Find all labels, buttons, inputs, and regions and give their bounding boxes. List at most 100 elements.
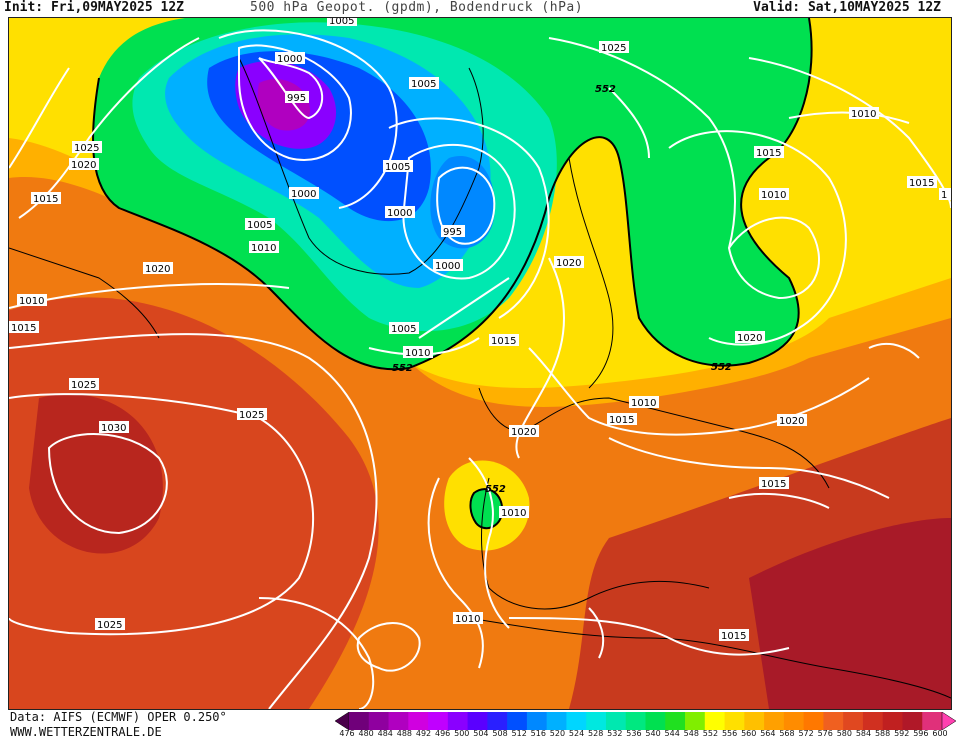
legend-swatch (764, 712, 785, 730)
isobar-label: 1025 (601, 43, 626, 54)
legend-tick-label: 556 (721, 729, 738, 738)
isobar-label: 1000 (387, 208, 412, 219)
isobar-label: 1015 (33, 194, 58, 205)
isobar-label: 1010 (631, 398, 656, 409)
legend-swatch (428, 712, 449, 730)
isobar-label: 1010 (851, 109, 876, 120)
isobar-label-edge: 1 (941, 190, 947, 201)
legend-swatch (843, 712, 864, 730)
legend-arrow-low (335, 712, 350, 730)
isobar-label: 1005 (385, 162, 410, 173)
isobar-label: 1005 (411, 79, 436, 90)
init-time: Init: Fri,09MAY2025 12Z (4, 0, 185, 15)
legend-swatch (922, 712, 943, 730)
isobar-label: 995 (287, 93, 306, 104)
isobar-label: 1015 (491, 336, 516, 347)
legend-swatch (645, 712, 666, 730)
legend-tick-label: 524 (568, 729, 585, 738)
legend-arrow-high (941, 712, 956, 730)
isobar-label: 1000 (277, 54, 302, 65)
legend-swatch (862, 712, 884, 730)
legend-tick-label: 480 (358, 729, 374, 738)
isobar-label: 1025 (97, 620, 122, 631)
legend-tick-label: 568 (779, 729, 795, 738)
legend-tick-label: 584 (855, 729, 872, 738)
isobar-label: 1010 (455, 614, 480, 625)
legend-tick-label: 540 (645, 729, 661, 738)
chart-title: 500 hPa Geopot. (gpdm), Bodendruck (hPa) (250, 0, 584, 15)
legend-tick-label: 520 (549, 729, 566, 738)
contour-552 (92, 18, 813, 371)
isobar-label: 1015 (11, 323, 36, 334)
legend-tick-label: 576 (817, 729, 833, 738)
legend-tick-label: 560 (741, 729, 757, 738)
isobar-label: 1020 (71, 160, 96, 171)
legend-swatch (823, 712, 844, 730)
legend-swatch (665, 712, 686, 730)
legend-swatch (882, 712, 903, 730)
pressure-labels: 1005 1000 995 1005 1025 1010 1015 1015 1… (9, 18, 951, 642)
legend-tick-label: 536 (626, 729, 642, 738)
isobar-label: 1020 (556, 258, 581, 269)
legend-tick-label: 596 (913, 729, 929, 738)
isobar-label: 1030 (101, 423, 126, 434)
isobar-label: 1005 (329, 18, 354, 27)
legend-tick-label: 488 (396, 729, 413, 738)
data-source: Data: AIFS (ECMWF) OPER 0.250° (10, 710, 227, 724)
legend-swatch (744, 712, 765, 730)
legend-swatch (902, 712, 923, 730)
isobar-label: 1020 (145, 264, 170, 275)
isobar-label: 1000 (291, 189, 316, 200)
legend-tick-label: 552 (702, 729, 719, 738)
isobar-label: 1015 (909, 178, 934, 189)
isobar-label: 1020 (511, 427, 536, 438)
legend-swatch (368, 712, 390, 730)
legend-tick-label: 532 (607, 729, 623, 738)
isobar-label: 1020 (779, 416, 804, 427)
legend-tick-label: 544 (664, 729, 680, 738)
legend-swatch (487, 712, 508, 730)
legend-swatch (685, 712, 706, 730)
legend-tick-label: 492 (415, 729, 432, 738)
isobar-label: 1015 (721, 631, 746, 642)
isobar-label: 1025 (71, 380, 96, 391)
field-azores-core (29, 394, 163, 554)
legend-tick-label: 548 (683, 729, 699, 738)
legend-swatch (526, 712, 548, 730)
legend-tick-label: 592 (894, 729, 910, 738)
isobar-label: 1010 (761, 190, 786, 201)
legend-swatch (467, 712, 488, 730)
isobar-label: 1015 (761, 479, 786, 490)
legend-swatch (408, 712, 429, 730)
isobar-label: 1020 (737, 333, 762, 344)
color-legend (335, 712, 956, 730)
legend-tick-label: 564 (760, 729, 776, 738)
legend-swatch (586, 712, 607, 730)
isobar-label: 1010 (19, 296, 44, 307)
geopotential-labels: 552 552 552 552 (392, 84, 732, 495)
isobar-label: 1010 (251, 243, 276, 254)
map-canvas: 1005 1000 995 1005 1025 1010 1015 1015 1… (9, 18, 951, 709)
valid-time: Valid: Sat,10MAY2025 12Z (753, 0, 941, 15)
isobar-label: 1000 (435, 261, 460, 272)
contour-label-552: 552 (711, 362, 732, 373)
weather-map[interactable]: 1005 1000 995 1005 1025 1010 1015 1015 1… (8, 17, 952, 710)
website-link[interactable]: WWW.WETTERZENTRALE.DE (10, 725, 162, 739)
contour-label-552: 552 (392, 363, 413, 374)
isobar-label: 1010 (501, 508, 526, 519)
legend-swatch (625, 712, 646, 730)
legend-tick-label: 588 (874, 729, 891, 738)
isobar-label: 1015 (756, 148, 781, 159)
legend-swatch (724, 712, 745, 730)
legend-swatch (349, 712, 370, 730)
legend-tick-label: 500 (454, 729, 470, 738)
isobar-label: 1025 (239, 410, 264, 421)
legend-swatch (546, 712, 567, 730)
contour-label-552: 552 (485, 484, 506, 495)
legend-tick-label: 476 (339, 729, 355, 738)
legend-tick-label: 512 (511, 729, 527, 738)
legend-tick-label: 580 (836, 729, 852, 738)
legend-tick-label: 504 (473, 729, 489, 738)
isobar-label: 1015 (609, 415, 634, 426)
